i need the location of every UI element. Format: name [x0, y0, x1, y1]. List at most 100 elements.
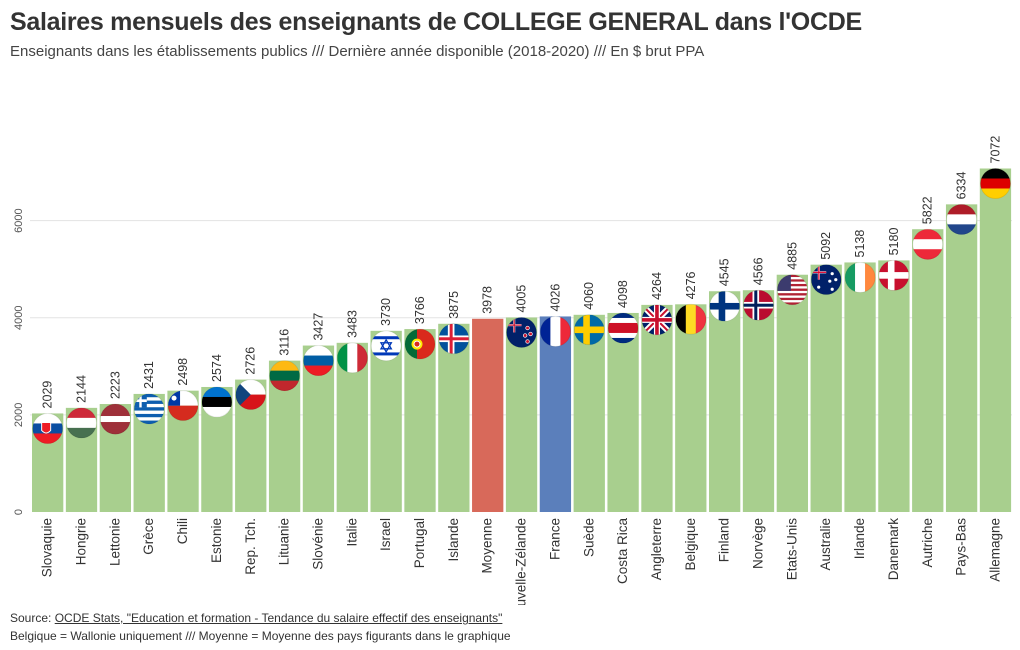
bar-group: 2144 Hongrie — [65, 375, 98, 565]
data-label: 5822 — [921, 196, 935, 224]
flag-ireland-icon — [845, 262, 876, 293]
x-tick-label: Islande — [446, 518, 461, 562]
flag-norway-icon — [743, 290, 774, 321]
flag-latvia-icon — [100, 404, 131, 435]
chart-subtitle: Enseignants dans les établissements publ… — [10, 43, 705, 60]
bar[interactable] — [539, 316, 572, 512]
bar[interactable] — [912, 229, 944, 513]
data-label: 3730 — [379, 298, 393, 326]
bar-group: 4264 Angleterre — [641, 272, 673, 580]
data-label: 3875 — [447, 291, 461, 319]
x-tick-label: Etats-Unis — [784, 518, 799, 581]
bar-group: 4566 Norvège — [742, 257, 775, 569]
flag-australia-icon — [811, 264, 842, 295]
data-label: 4885 — [785, 242, 799, 270]
bar[interactable] — [573, 314, 605, 512]
flag-denmark-icon — [878, 260, 909, 291]
data-label: 3116 — [278, 329, 292, 356]
bar[interactable] — [438, 323, 470, 512]
flag-czechia-icon — [235, 379, 266, 410]
bar[interactable] — [742, 290, 775, 512]
bar-group: 3730 Israel — [370, 298, 402, 551]
x-tick-label: Nouvelle-Zélande — [514, 518, 529, 605]
bar[interactable] — [505, 317, 538, 512]
x-tick-label: Belgique — [683, 518, 698, 571]
bar[interactable] — [878, 260, 910, 512]
data-label: 3483 — [345, 310, 359, 338]
source-prefix: Source: — [10, 611, 55, 625]
data-label: 4026 — [548, 284, 562, 312]
flag-england-icon — [641, 304, 672, 335]
x-tick-label: Chili — [175, 518, 190, 544]
x-tick-label: Lettonie — [107, 518, 122, 566]
bar[interactable] — [641, 304, 673, 512]
bar[interactable] — [776, 274, 808, 512]
flag-estonia-icon — [201, 386, 232, 418]
source-link[interactable]: OCDE Stats, "Education et formation - Te… — [54, 611, 503, 625]
bar[interactable] — [810, 264, 842, 512]
bar-group: 5138 Irlande — [844, 230, 876, 559]
x-tick-label: Allemagne — [987, 518, 1002, 582]
x-tick-label: Irlande — [852, 518, 867, 559]
data-label: 4098 — [616, 280, 630, 308]
x-tick-label: Grèce — [141, 518, 156, 555]
bar[interactable] — [370, 330, 402, 512]
x-tick-label: Portugal — [412, 518, 427, 568]
footnote: Belgique = Wallonie uniquement /// Moyen… — [10, 629, 511, 643]
data-label: 5180 — [887, 228, 901, 256]
y-tick-label: 6000 — [13, 208, 25, 232]
flag-chile-icon — [168, 390, 199, 421]
bar[interactable] — [472, 318, 504, 512]
data-label: 4566 — [752, 257, 766, 285]
x-tick-label: Estonie — [209, 518, 224, 563]
bar-group: 5092 Australie — [810, 232, 842, 571]
data-label: 2726 — [244, 347, 258, 375]
x-tick-label: Hongrie — [74, 518, 89, 565]
bar[interactable] — [404, 329, 436, 512]
data-label: 2431 — [142, 361, 156, 389]
bar[interactable] — [844, 262, 876, 512]
x-tick-label: Slovaquie — [40, 518, 55, 577]
chart-title: Salaires mensuels des enseignants de COL… — [10, 8, 862, 36]
x-tick-label: Australie — [818, 518, 833, 571]
bar-group: 7072 Allemagne — [979, 136, 1012, 582]
bar-group: 4885 Etats-Unis — [776, 242, 808, 581]
data-label: 3427 — [311, 313, 325, 341]
bar[interactable] — [607, 312, 639, 512]
bar-group: 6334 Pays-Bas — [945, 171, 978, 576]
data-label: 4276 — [684, 271, 698, 299]
flag-france-icon — [540, 316, 571, 347]
flag-netherlands-icon — [946, 204, 977, 235]
bar-chart: 0 2000 4000 6000 2029 Slovaquie 2144 Hongrie 222… — [13, 136, 1012, 605]
bar-group: 4005 Nouvelle-Zélande — [505, 285, 538, 605]
bar-group: 2498 Chili — [167, 358, 199, 544]
bar-group: 4545 Finland — [709, 258, 741, 562]
data-label: 2144 — [75, 375, 89, 403]
x-tick-label: Autriche — [920, 518, 935, 568]
data-label: 3766 — [413, 296, 427, 324]
y-tick-label: 4000 — [13, 305, 25, 329]
x-tick-label: Costa Rica — [615, 518, 630, 585]
bar-group: 4060 Suède — [573, 282, 605, 557]
data-label: 3978 — [481, 286, 495, 314]
flag-lithuania-icon — [269, 360, 300, 391]
flag-sweden-icon — [574, 314, 605, 345]
bar[interactable] — [979, 168, 1012, 513]
x-tick-label: Slovénie — [310, 518, 325, 570]
bar-group: 5822 Autriche — [912, 196, 944, 568]
x-tick-label: Angleterre — [649, 518, 664, 580]
flag-finland-icon — [709, 291, 740, 322]
bar-group: 2029 Slovaquie — [32, 381, 64, 577]
x-tick-label: France — [547, 518, 562, 560]
flag-belgium-icon — [675, 304, 707, 335]
data-label: 2223 — [108, 371, 122, 399]
y-tick-label: 2000 — [13, 403, 25, 427]
data-label: 4005 — [515, 285, 529, 313]
bar[interactable] — [709, 291, 741, 512]
bar-group: 3116 Lituanie — [268, 329, 301, 565]
bar[interactable] — [675, 304, 707, 512]
bar[interactable] — [945, 204, 978, 512]
flag-hungary-icon — [66, 407, 97, 439]
bar-group: 3766 Portugal — [404, 296, 436, 568]
data-label: 5092 — [819, 232, 833, 260]
